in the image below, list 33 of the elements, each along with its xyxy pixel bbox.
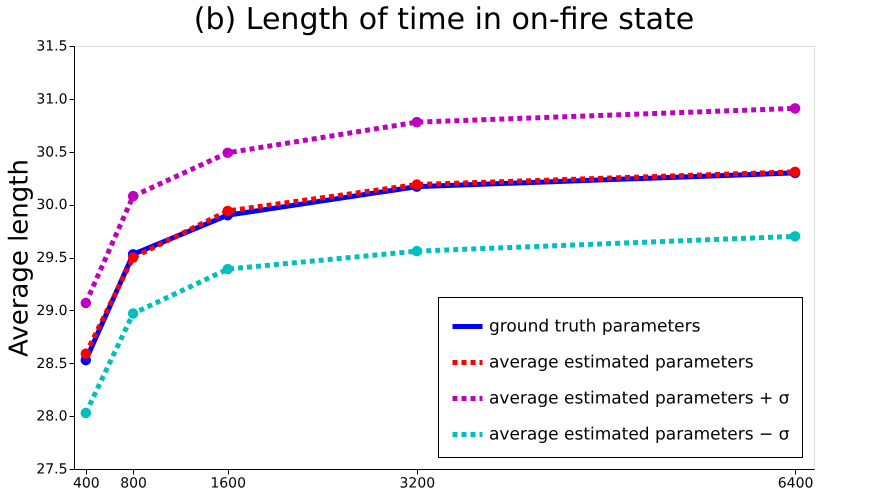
x-tick-label: 400: [72, 476, 100, 492]
point: [128, 252, 138, 263]
y-tick-label: 28.5: [36, 356, 68, 372]
legend-label: average estimated parameters + σ: [489, 388, 790, 408]
point: [128, 308, 138, 319]
point: [412, 246, 422, 256]
y-tick-label: 30.5: [36, 144, 68, 160]
point: [80, 408, 92, 418]
x-tick-label: 1600: [210, 476, 246, 492]
point: [222, 264, 233, 274]
y-tick-label: 27.5: [36, 462, 68, 478]
point: [80, 348, 92, 359]
point: [222, 206, 233, 216]
y-tick-label: 31.5: [36, 38, 68, 54]
y-tick-label: 29.5: [36, 250, 68, 266]
legend-label: average estimated parameters − σ: [489, 424, 790, 444]
point: [412, 116, 422, 128]
point: [222, 148, 233, 158]
x-tick-label: 6400: [778, 476, 814, 492]
y-tick-label: 29.0: [36, 302, 68, 319]
point: [80, 298, 92, 308]
y-tick-label: 30.0: [36, 197, 68, 214]
point: [790, 231, 800, 242]
y-tick-label: 31.0: [36, 91, 68, 108]
y-tick-label: 28.0: [36, 408, 68, 425]
point: [790, 103, 800, 114]
legend-label: average estimated parameters: [489, 352, 754, 372]
legend-label: ground truth parameters: [489, 316, 701, 336]
point: [128, 190, 138, 202]
y-axis-title: Average length: [4, 159, 34, 357]
chart-title: (b) Length of time in on-fire state: [194, 2, 694, 37]
x-tick-label: 3200: [399, 476, 436, 492]
x-tick-label: 800: [120, 476, 147, 492]
